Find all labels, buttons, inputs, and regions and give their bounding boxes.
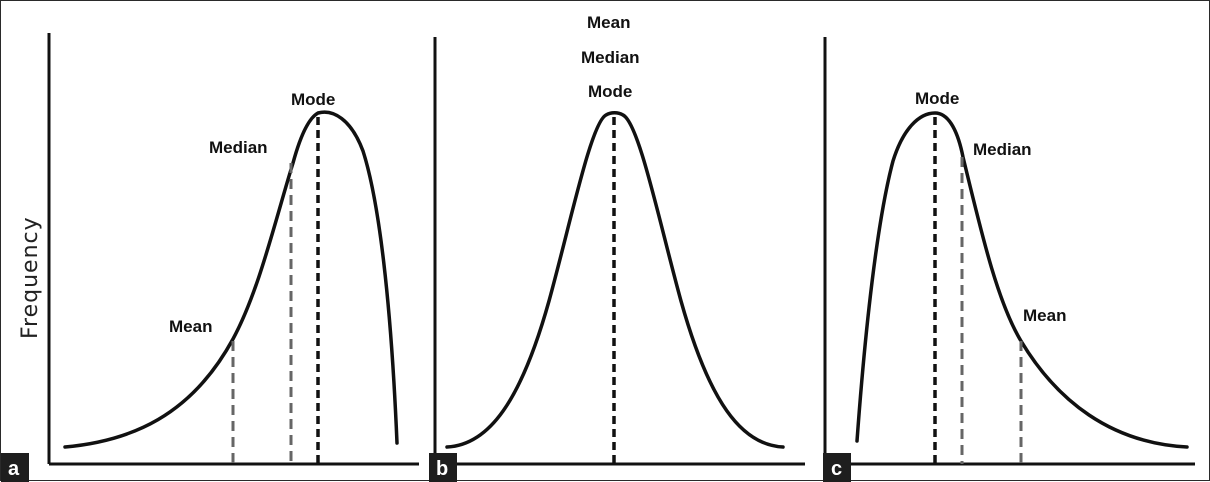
panel-a-mean-label: Mean [169, 317, 212, 336]
panel-a-badge-letter: a [8, 458, 20, 480]
panel-c: Mode Median Mean c [823, 37, 1195, 482]
panel-b-distribution-curve [445, 111, 785, 449]
panel-a-distribution-curve [63, 110, 399, 449]
panel-b-badge-letter: b [436, 458, 448, 480]
panel-c-median-label: Median [973, 140, 1032, 159]
panel-b: Mean Median Mode b [429, 13, 805, 482]
y-axis-label: Frequency [18, 216, 43, 339]
panel-a-mode-label: Mode [291, 90, 335, 109]
panel-b-badge [429, 453, 457, 482]
panel-c-badge [823, 453, 851, 482]
panel-b-median-label: Median [581, 48, 640, 67]
panel-c-mode-label: Mode [915, 89, 959, 108]
panel-a: Mode Median Mean a [1, 33, 419, 482]
panel-c-mean-label: Mean [1023, 306, 1066, 325]
panel-c-distribution-curve [855, 111, 1189, 449]
panel-a-median-label: Median [209, 138, 268, 157]
panel-b-mean-label: Mean [587, 13, 630, 32]
panel-b-mode-label: Mode [588, 82, 632, 101]
panel-a-badge [1, 453, 29, 482]
panel-c-badge-letter: c [831, 458, 842, 480]
